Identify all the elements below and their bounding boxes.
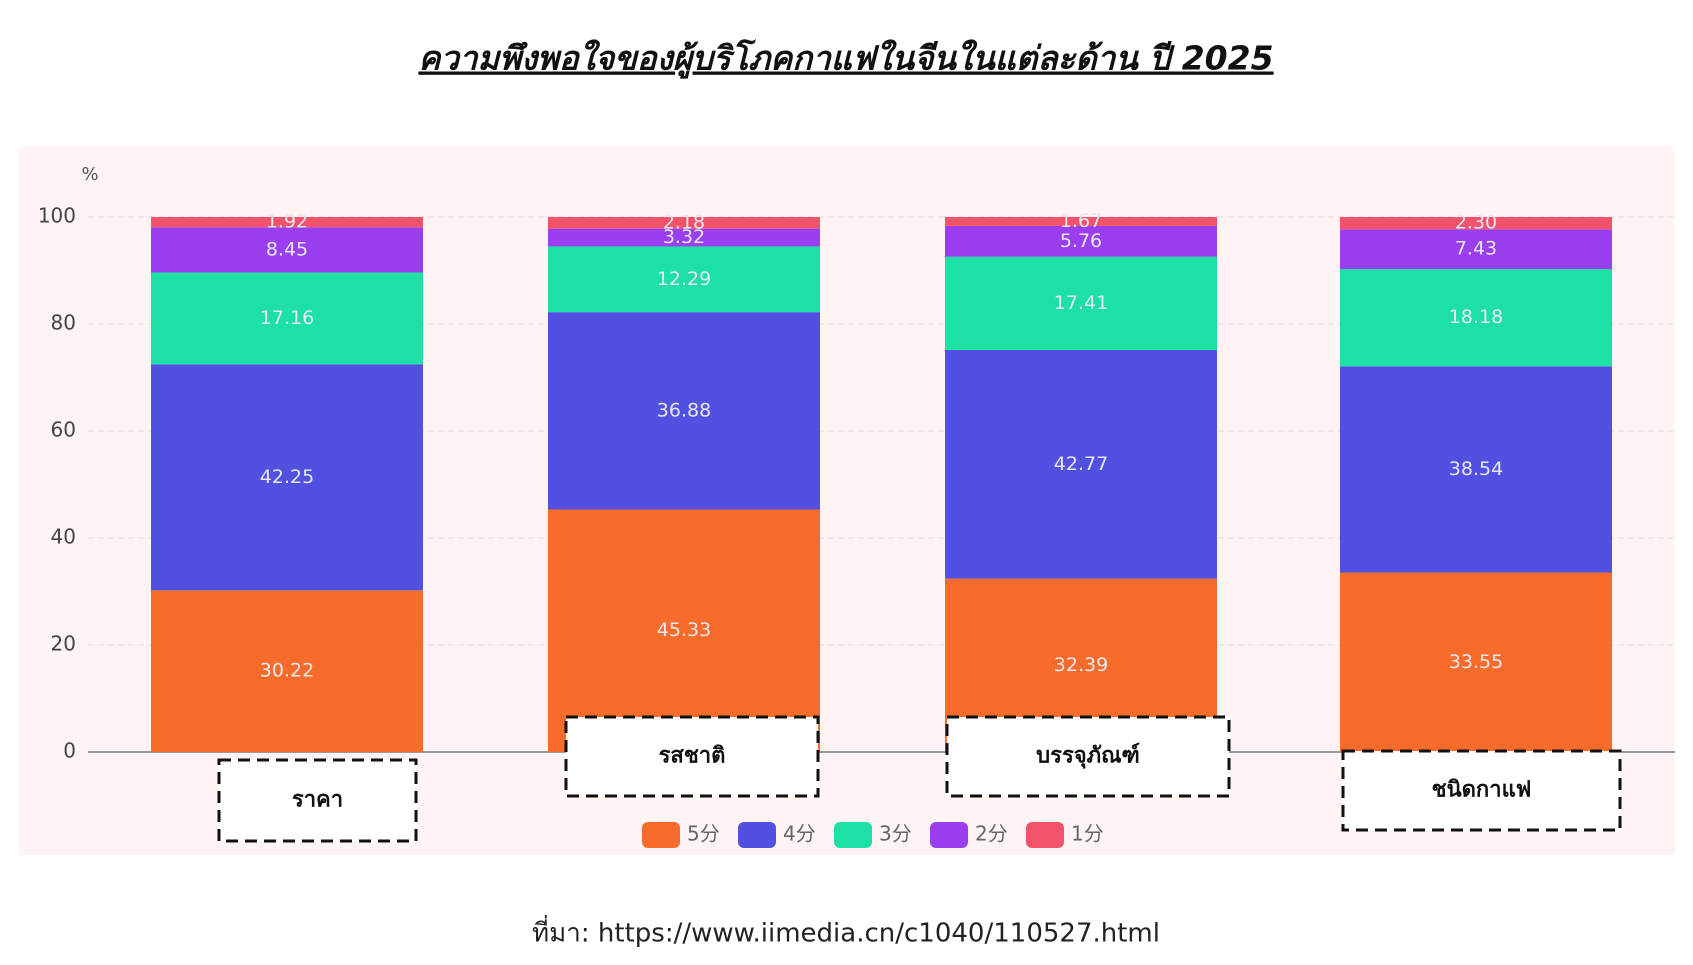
data-label: 2.30 [1455, 212, 1497, 234]
legend-label: 5分 [687, 822, 720, 846]
bar-segment [548, 217, 820, 229]
data-label: 36.88 [657, 399, 711, 421]
bar-segment [945, 349, 1217, 579]
bar-segment [548, 509, 820, 752]
legend-swatch [834, 822, 872, 848]
bar-segment [945, 225, 1217, 257]
x-tick-label: ชนิดกาแฟ [1432, 778, 1532, 803]
bar-segment [1340, 217, 1612, 230]
data-label: 33.55 [1449, 651, 1503, 673]
bar-segment [945, 256, 1217, 350]
data-label: 42.77 [1054, 453, 1108, 475]
legend-swatch [738, 822, 776, 848]
data-label: 8.45 [266, 238, 308, 260]
x-tick-label: รสชาติ [659, 744, 726, 769]
data-label: 7.43 [1455, 238, 1497, 260]
x-tick-label: บรรจุภัณฑ์ [1036, 743, 1140, 770]
bar-segment [548, 228, 820, 247]
bar-segment [945, 217, 1217, 226]
chart-title: ความพึงพอใจของผู้บริโภคกาแฟในจีนในแต่ละด… [418, 39, 1273, 80]
y-tick-label: 40 [51, 525, 76, 549]
data-label: 17.41 [1054, 292, 1108, 314]
bar-segment [151, 227, 423, 273]
x-tick-label: ราคา [292, 788, 343, 813]
bar-segment [1340, 366, 1612, 573]
legend-label: 2分 [975, 822, 1008, 846]
y-axis-label: % [81, 164, 98, 185]
legend-label: 3分 [879, 822, 912, 846]
data-label: 30.22 [260, 660, 314, 682]
bar-segment [548, 246, 820, 313]
bar-segment [151, 590, 423, 752]
y-tick-label: 80 [51, 311, 76, 335]
bar-segment [151, 217, 423, 228]
data-label: 42.25 [260, 466, 314, 488]
bar-segment [1340, 229, 1612, 270]
data-label: 5.76 [1060, 230, 1102, 252]
legend-swatch [1026, 822, 1064, 848]
y-tick-label: 60 [51, 418, 76, 442]
category-box [217, 758, 418, 843]
bar-segment [1340, 572, 1612, 752]
legend-swatch [930, 822, 968, 848]
bar-segment [151, 364, 423, 591]
category-box [1341, 749, 1622, 832]
bar-segment [151, 272, 423, 365]
y-tick-label: 20 [51, 632, 76, 656]
legend-label: 1分 [1071, 822, 1104, 846]
bar-segment [1340, 269, 1612, 367]
source: ที่มา: https://www.iimedia.cn/c1040/1105… [532, 915, 1160, 949]
data-label: 2.18 [663, 211, 705, 233]
legend-label: 4分 [783, 822, 816, 846]
legend-swatch [642, 822, 680, 848]
data-label: 32.39 [1054, 654, 1108, 676]
data-label: 17.16 [260, 307, 314, 329]
data-label: 38.54 [1449, 458, 1503, 480]
data-label: 18.18 [1449, 306, 1503, 328]
category-box [945, 715, 1231, 798]
data-label: 45.33 [657, 619, 711, 641]
data-label: 1.67 [1060, 210, 1102, 232]
y-tick-label: 100 [38, 204, 76, 228]
data-label: 12.29 [657, 268, 711, 290]
y-tick-label: 0 [63, 739, 76, 763]
data-label: 3.32 [663, 226, 705, 248]
bar-segment [548, 312, 820, 510]
category-box [564, 715, 820, 798]
data-label: 1.92 [266, 211, 308, 233]
